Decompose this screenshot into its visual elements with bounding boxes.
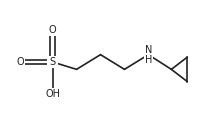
FancyBboxPatch shape <box>47 56 58 68</box>
Text: O: O <box>17 57 24 67</box>
Text: H: H <box>144 55 151 65</box>
Text: N: N <box>144 45 151 55</box>
Text: OH: OH <box>45 89 60 99</box>
FancyBboxPatch shape <box>46 88 58 99</box>
Text: O: O <box>49 25 56 35</box>
FancyBboxPatch shape <box>17 57 25 67</box>
Text: S: S <box>49 57 55 67</box>
FancyBboxPatch shape <box>143 46 152 63</box>
FancyBboxPatch shape <box>48 25 56 36</box>
